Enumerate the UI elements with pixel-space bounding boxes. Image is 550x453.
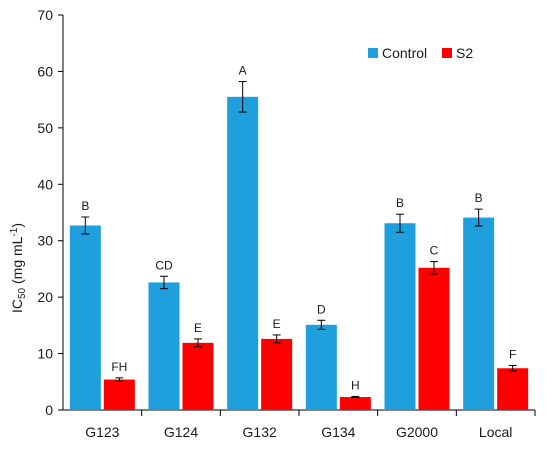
significance-letter: B [475, 191, 483, 205]
y-tick-label: 70 [37, 7, 53, 23]
bar-control [384, 223, 416, 410]
legend-label-s2: S2 [456, 45, 473, 61]
y-tick-label: 30 [37, 233, 53, 249]
bar-s2 [182, 342, 214, 410]
significance-letter: D [317, 302, 326, 316]
bar-s2 [418, 267, 450, 410]
x-category-label: G134 [321, 424, 355, 440]
significance-letter: B [81, 199, 89, 213]
significance-letter: E [273, 317, 281, 331]
significance-letter: C [430, 244, 439, 258]
bar-control [305, 324, 337, 410]
y-axis-label-superscript: -1 [9, 227, 20, 236]
y-axis-label-subscript: 50 [17, 287, 28, 299]
bar-s2 [103, 379, 135, 410]
axes: 0 10 20 30 40 50 60 70 G123 G124 G132 G134 G2000 Loca… [37, 7, 536, 440]
bar-control [148, 282, 180, 410]
bar-s2 [497, 368, 529, 410]
svg-text:IC50 (mg mL-1): IC50 (mg mL-1) [9, 223, 28, 313]
significance-letter: B [396, 196, 404, 210]
bar-control [69, 225, 101, 410]
x-category-label: G123 [85, 424, 119, 440]
significance-letter: E [194, 321, 202, 335]
x-category-label: G132 [243, 424, 277, 440]
significance-letter: H [351, 378, 360, 392]
y-tick-label: 10 [37, 346, 53, 362]
bar-s2 [339, 397, 371, 410]
legend: Control S2 [368, 45, 473, 61]
legend-swatch-s2 [442, 48, 452, 58]
y-tick-label: 50 [37, 120, 53, 136]
error-bars [81, 81, 517, 399]
y-axis-label-unit: (mg mL [9, 236, 25, 288]
x-category-label: G2000 [396, 424, 438, 440]
y-tick-label: 60 [37, 63, 53, 79]
y-tick-label: 0 [45, 402, 53, 418]
bar-s2 [261, 338, 293, 410]
x-category-label: G124 [164, 424, 198, 440]
y-axis-label-close: ) [9, 223, 25, 228]
legend-swatch-control [368, 48, 378, 58]
significance-letter: A [239, 64, 247, 78]
significance-letter: FH [111, 360, 127, 374]
y-tick-label: 20 [37, 289, 53, 305]
y-tick-label: 40 [37, 176, 53, 192]
legend-label-control: Control [382, 45, 427, 61]
bar-control [463, 217, 495, 410]
y-axis-label-main: IC [9, 299, 25, 313]
y-axis-label: IC50 (mg mL-1) [9, 223, 28, 313]
x-category-label: Local [479, 424, 512, 440]
significance-letter: CD [155, 258, 173, 272]
significance-letter: F [509, 347, 516, 361]
significance-letters: B CD A D B B FH E E H C F [81, 64, 516, 393]
bars [69, 96, 529, 411]
bar-control [227, 96, 259, 411]
